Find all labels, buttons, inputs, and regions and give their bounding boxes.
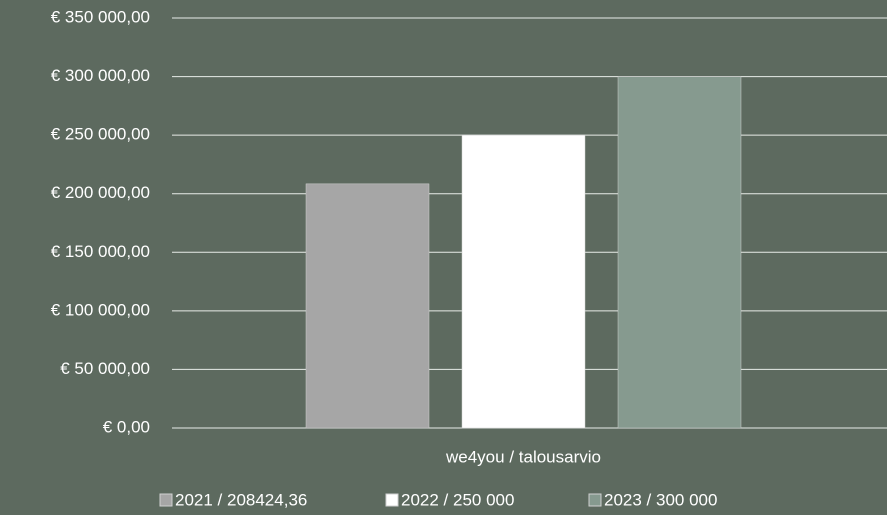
legend-swatch	[588, 493, 602, 507]
y-tick-label: € 350 000,00	[51, 7, 150, 26]
legend-label: 2023 / 300 000	[604, 490, 717, 509]
bar	[305, 183, 430, 429]
bar	[617, 76, 742, 429]
y-tick-label: € 300 000,00	[51, 66, 150, 85]
y-tick-label: € 50 000,00	[60, 359, 150, 378]
legend-label: 2022 / 250 000	[401, 490, 514, 509]
x-tick-label: we4you / talousarvio	[445, 447, 601, 466]
bar	[461, 134, 586, 429]
legend-label: 2021 / 208424,36	[175, 490, 307, 509]
legend-swatch	[385, 493, 399, 507]
y-tick-label: € 250 000,00	[51, 125, 150, 144]
y-tick-label: € 150 000,00	[51, 242, 150, 261]
y-tick-label: € 200 000,00	[51, 183, 150, 202]
y-tick-label: € 0,00	[103, 417, 150, 436]
y-tick-label: € 100 000,00	[51, 300, 150, 319]
legend-swatch	[159, 493, 173, 507]
